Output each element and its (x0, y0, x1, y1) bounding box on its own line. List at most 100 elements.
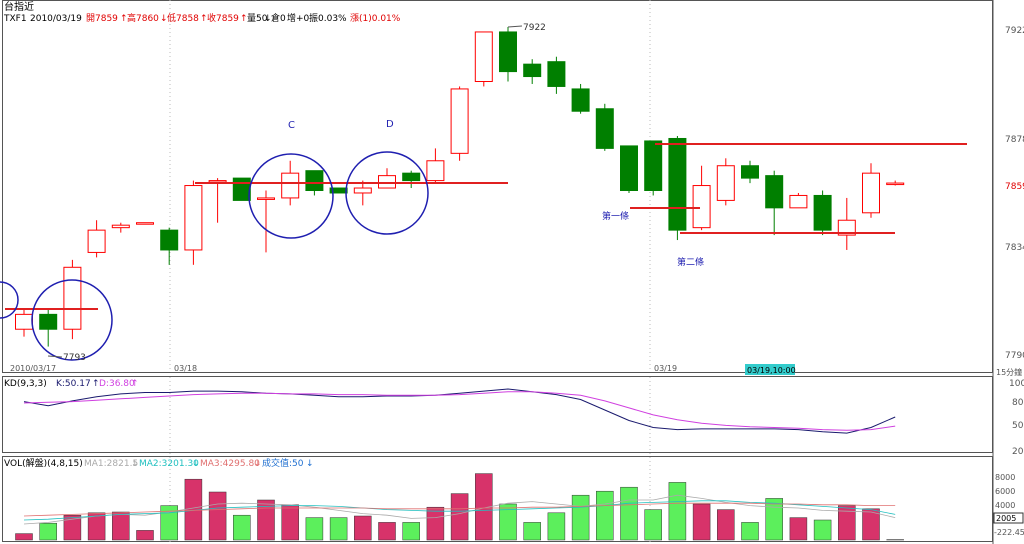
kd-d-arrow: ↑ (131, 379, 139, 389)
vol-ma1-line (23, 494, 896, 525)
vol-ma3-line (23, 502, 896, 517)
candle-body (644, 140, 663, 191)
open-interest-label: 倉0 (271, 12, 286, 24)
candle-body (402, 172, 421, 182)
candle-body (547, 61, 566, 87)
candle-body (63, 266, 82, 330)
candle-body (329, 187, 348, 194)
volume-bar (112, 511, 130, 541)
vol-cursor-badge (993, 512, 1024, 524)
change-label: 漲(1)0.01% (350, 13, 401, 24)
volume-bar (765, 498, 783, 541)
candle-body (765, 175, 784, 209)
volume-bar (862, 508, 880, 541)
vol-tick-8000: 8000 (995, 473, 1015, 482)
k-line (23, 388, 896, 434)
candle-body (232, 177, 251, 201)
circle-bottom (31, 279, 113, 361)
oi-change-label: 增+0 (287, 12, 310, 24)
vol-ma2-label: MA2:3201.30 (139, 459, 199, 469)
candle-body (136, 222, 154, 225)
low-label: 低7858 (167, 12, 199, 24)
high-label-pointer (507, 25, 523, 28)
candle-body (741, 165, 759, 179)
volume-bar (692, 503, 711, 541)
candle-body (353, 187, 372, 194)
amplitude-label: 振0.03% (309, 12, 347, 24)
candle-body (692, 185, 711, 229)
circle-c (248, 153, 334, 239)
price-tick-7834: 7834 (1005, 243, 1024, 253)
candle-body (837, 219, 856, 236)
volume-bar (15, 533, 33, 541)
candle-body (305, 170, 324, 192)
candle-body (111, 224, 130, 229)
volume-bars-group (15, 473, 904, 541)
high-arrow: ↓ (160, 14, 168, 24)
second-line-label: 第二條 (677, 256, 704, 268)
close-label: 收7859 (207, 12, 239, 24)
candles-group (15, 27, 905, 347)
candle-body (499, 31, 517, 73)
vol-tick-6000: 6000 (995, 487, 1015, 496)
candle-body (257, 197, 275, 200)
interval-label: 15分鐘 (996, 367, 1022, 377)
label-d: D (386, 119, 394, 130)
volume-bar (305, 517, 324, 541)
volume-bar (838, 505, 856, 541)
cursor-time-label: 03/19,10:00 (747, 366, 796, 375)
vol-label: VOL(解盤)(4,8,15) (4, 457, 83, 469)
low-price-label: 7793 (63, 353, 86, 363)
candle-body (208, 180, 227, 183)
volume-bar (450, 493, 469, 541)
candle-body (87, 229, 106, 253)
candle-body (620, 145, 638, 191)
volume-bar (87, 512, 106, 541)
vol-value-label: 成交值:50 (262, 457, 304, 469)
kd-tick-80: 80 (1012, 398, 1024, 408)
kd-k-label: K:50.17 (56, 379, 91, 389)
volume-bar (668, 482, 687, 541)
vol-cursor-value: 2005 (996, 514, 1016, 523)
circle-left-edge (0, 281, 19, 319)
volume-arrow: ↓ (264, 14, 272, 24)
vol-ma3-label: MA3:4295.80 (200, 459, 260, 469)
volume-bar (596, 490, 614, 541)
volume-bar (426, 506, 445, 541)
volume-bar (208, 491, 227, 541)
x-date-3: 03/19 (654, 364, 677, 373)
candle-body (813, 194, 832, 231)
candle-body (523, 63, 542, 78)
date-label: 2010/03/19 (30, 14, 82, 24)
vol-ma1-arrow: ↓ (131, 459, 139, 469)
volume-bar (329, 517, 348, 541)
vol-bottom-value: -222.45 (994, 528, 1024, 537)
volume-bar (136, 530, 154, 541)
kd-d-label: D:36.80 (99, 379, 135, 389)
candle-body (426, 160, 445, 182)
price-tick-7878: 7878 (1005, 135, 1024, 145)
volume-bar (813, 519, 832, 541)
price-tick-7790: 7790 (1005, 351, 1024, 361)
first-line-label: 第一條 (602, 210, 629, 222)
volume-bar (571, 494, 590, 541)
price-tick-7859: 7859 (1005, 182, 1024, 192)
d-line (23, 391, 896, 431)
kd-panel-frame (2, 376, 993, 453)
candle-body (450, 88, 469, 154)
volume-bar (39, 522, 57, 541)
x-date-2: 03/18 (174, 364, 197, 373)
volume-bar (281, 504, 299, 541)
open-label: 開7859 (86, 13, 118, 24)
volume-bar (475, 473, 493, 541)
close-arrow: ↑ (240, 14, 248, 24)
candle-body (15, 313, 33, 330)
volume-bar (620, 486, 638, 541)
candle-body (39, 313, 58, 330)
kd-tick-20: 20 (1012, 447, 1024, 457)
volume-bar (789, 517, 808, 541)
candle-body (668, 137, 687, 231)
volume-bar (63, 514, 82, 541)
candle-body (595, 108, 614, 149)
